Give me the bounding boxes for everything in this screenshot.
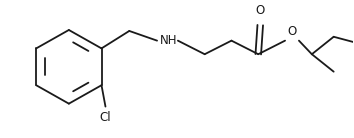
Text: O: O — [287, 25, 296, 38]
Text: O: O — [256, 4, 265, 17]
Text: NH: NH — [160, 34, 178, 47]
Text: Cl: Cl — [100, 111, 111, 124]
